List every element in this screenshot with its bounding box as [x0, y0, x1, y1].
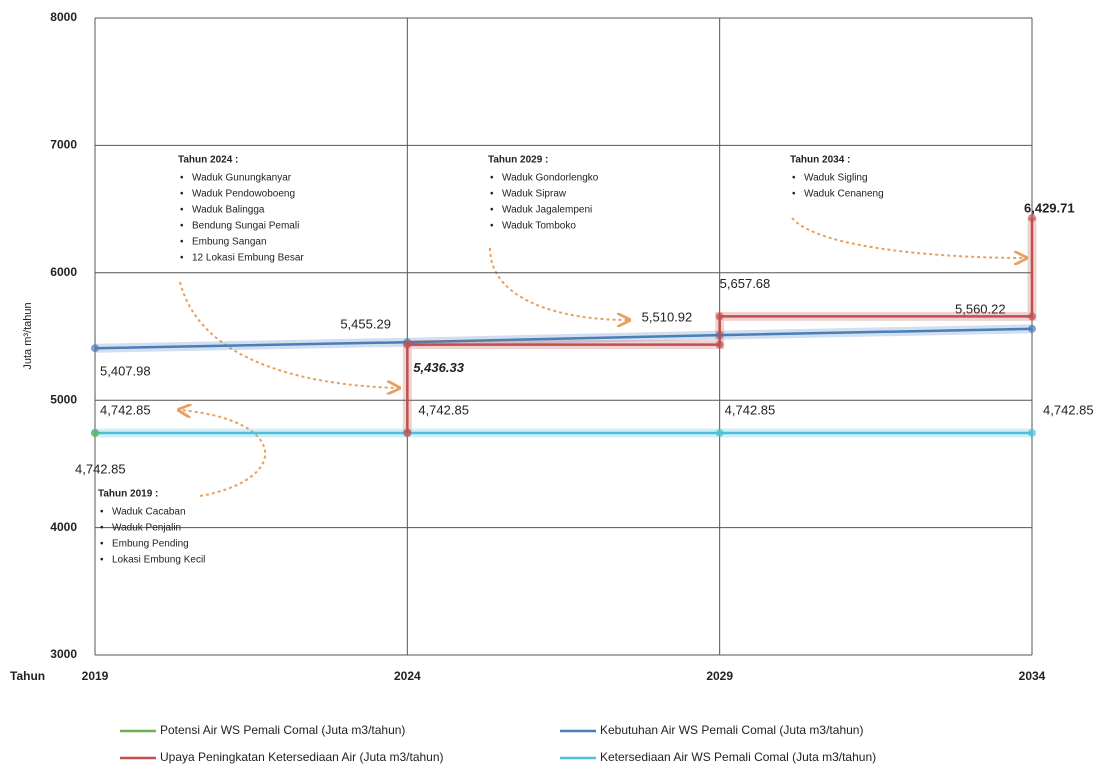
point	[403, 340, 412, 349]
bullet: •	[180, 205, 184, 216]
annotation-title: Tahun 2029 :	[488, 155, 548, 166]
bullet: •	[100, 507, 104, 518]
value-label: 5,407.98	[100, 364, 151, 379]
bullet: •	[792, 173, 796, 184]
legend-label: Potensi Air WS Pemali Comal (Juta m3/tah…	[160, 723, 405, 737]
annotation-item: Waduk Gunungkanyar	[192, 173, 292, 184]
annotation-item: Embung Sangan	[192, 237, 267, 248]
point	[91, 344, 99, 353]
annotation-title: Tahun 2024 :	[178, 155, 238, 166]
series-line	[94, 327, 1033, 350]
annotation-item: Waduk Balingga	[192, 205, 265, 216]
y-tick-label: 3000	[50, 647, 77, 661]
x-tick-label: 2024	[394, 669, 421, 683]
value-label: 4,742.85	[100, 402, 151, 417]
value-label: 5,560.22	[955, 301, 1006, 316]
legend-label: Ketersediaan Air WS Pemali Comal (Juta m…	[600, 750, 876, 764]
bullet: •	[180, 189, 184, 200]
arrow	[180, 410, 267, 497]
arrows	[179, 217, 1025, 497]
point	[1028, 214, 1036, 223]
value-label: 5,436.33	[413, 360, 464, 375]
bullet: •	[100, 523, 104, 534]
annotation-item: Bendung Sungai Pemali	[192, 221, 299, 232]
x-axis-label: Tahun	[10, 669, 45, 683]
annotation-item: Waduk Jagalempeni	[502, 205, 592, 216]
annotation-item: Waduk Tomboko	[502, 221, 576, 232]
point	[91, 428, 99, 437]
annotation-item: Waduk Cenaneng	[804, 189, 884, 200]
bullet: •	[100, 555, 104, 566]
bullet: •	[792, 189, 796, 200]
value-label: 4,742.85	[725, 402, 776, 417]
arrow	[489, 247, 628, 320]
point	[715, 312, 724, 321]
legend-label: Upaya Peningkatan Ketersediaan Air (Juta…	[160, 750, 444, 764]
y-tick-label: 8000	[50, 10, 77, 24]
bullet: •	[180, 237, 184, 248]
value-label: 6,429.71	[1024, 200, 1075, 215]
point	[1028, 324, 1036, 333]
value-label: 5,657.68	[720, 276, 771, 291]
point	[715, 428, 724, 437]
y-tick-label: 5000	[50, 392, 77, 406]
bullet: •	[490, 221, 494, 232]
value-label: 4,742.85	[1043, 402, 1094, 417]
legend-label: Kebutuhan Air WS Pemali Comal (Juta m3/t…	[600, 723, 863, 737]
value-label: 4,742.85	[75, 461, 126, 476]
y-tick-label: 7000	[50, 138, 77, 152]
bullet: •	[180, 173, 184, 184]
arrow	[179, 281, 398, 388]
annotation-item: Waduk Gondorlengko	[502, 173, 599, 184]
x-tick-label: 2029	[706, 669, 733, 683]
annotation-title: Tahun 2019 :	[98, 489, 158, 500]
annotation-item: Waduk Sipraw	[502, 189, 567, 200]
annotation-item: Waduk Penjalin	[112, 523, 181, 534]
series-line	[406, 218, 1034, 433]
bullet: •	[490, 173, 494, 184]
point	[1028, 428, 1036, 437]
bullet: •	[490, 205, 494, 216]
point	[1028, 312, 1036, 321]
x-tick-label: 2019	[82, 669, 109, 683]
y-tick-label: 4000	[50, 520, 77, 534]
point	[403, 428, 412, 437]
x-tick-label: 2034	[1019, 669, 1046, 683]
value-label: 5,455.29	[340, 317, 391, 332]
bullet: •	[490, 189, 494, 200]
annotation-item: Waduk Cacaban	[112, 507, 186, 518]
annotation-title: Tahun 2034 :	[790, 155, 850, 166]
arrow	[791, 217, 1025, 258]
annotation-item: 12 Lokasi Embung Besar	[192, 253, 304, 264]
bullet: •	[180, 221, 184, 232]
point	[715, 340, 724, 349]
bullet: •	[180, 253, 184, 264]
annotation-item: Embung Pending	[112, 539, 189, 550]
y-axis-label: Juta m³/tahun	[22, 302, 34, 369]
bullet: •	[100, 539, 104, 550]
y-tick-label: 6000	[50, 265, 77, 279]
annotation-item: Waduk Pendowoboeng	[192, 189, 295, 200]
annotation-item: Waduk Sigling	[804, 173, 868, 184]
value-label: 5,510.92	[642, 310, 693, 325]
value-label: 4,742.85	[418, 402, 469, 417]
annotation-item: Lokasi Embung Kecil	[112, 555, 205, 566]
